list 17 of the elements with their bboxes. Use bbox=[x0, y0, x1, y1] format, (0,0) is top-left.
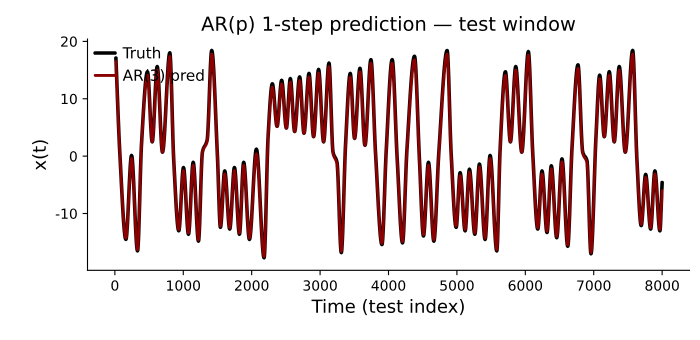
x-tick-label: 6000 bbox=[508, 280, 542, 291]
x-tick-label: 7000 bbox=[577, 280, 610, 291]
x-tick-label: 1000 bbox=[167, 280, 200, 291]
legend-label: Truth bbox=[122, 46, 160, 59]
x-tick-label: 3000 bbox=[303, 280, 337, 291]
x-axis-title: Time (test index) bbox=[312, 299, 464, 316]
y-tick-label: 0 bbox=[70, 151, 77, 162]
x-tick-label: 0 bbox=[111, 280, 118, 291]
y-tick-label: 20 bbox=[61, 36, 77, 47]
x-tick-label: 4000 bbox=[372, 280, 406, 291]
y-tick-label: -10 bbox=[56, 208, 77, 219]
x-tick-label: 5000 bbox=[440, 280, 474, 291]
y-tick-label: 10 bbox=[62, 94, 77, 104]
chart-title: AR(p) 1-step prediction — test window bbox=[201, 16, 576, 35]
y-axis-title: x(t) bbox=[32, 140, 48, 170]
x-tick-label: 8000 bbox=[645, 280, 679, 291]
x-tick-label: 2000 bbox=[235, 280, 268, 291]
